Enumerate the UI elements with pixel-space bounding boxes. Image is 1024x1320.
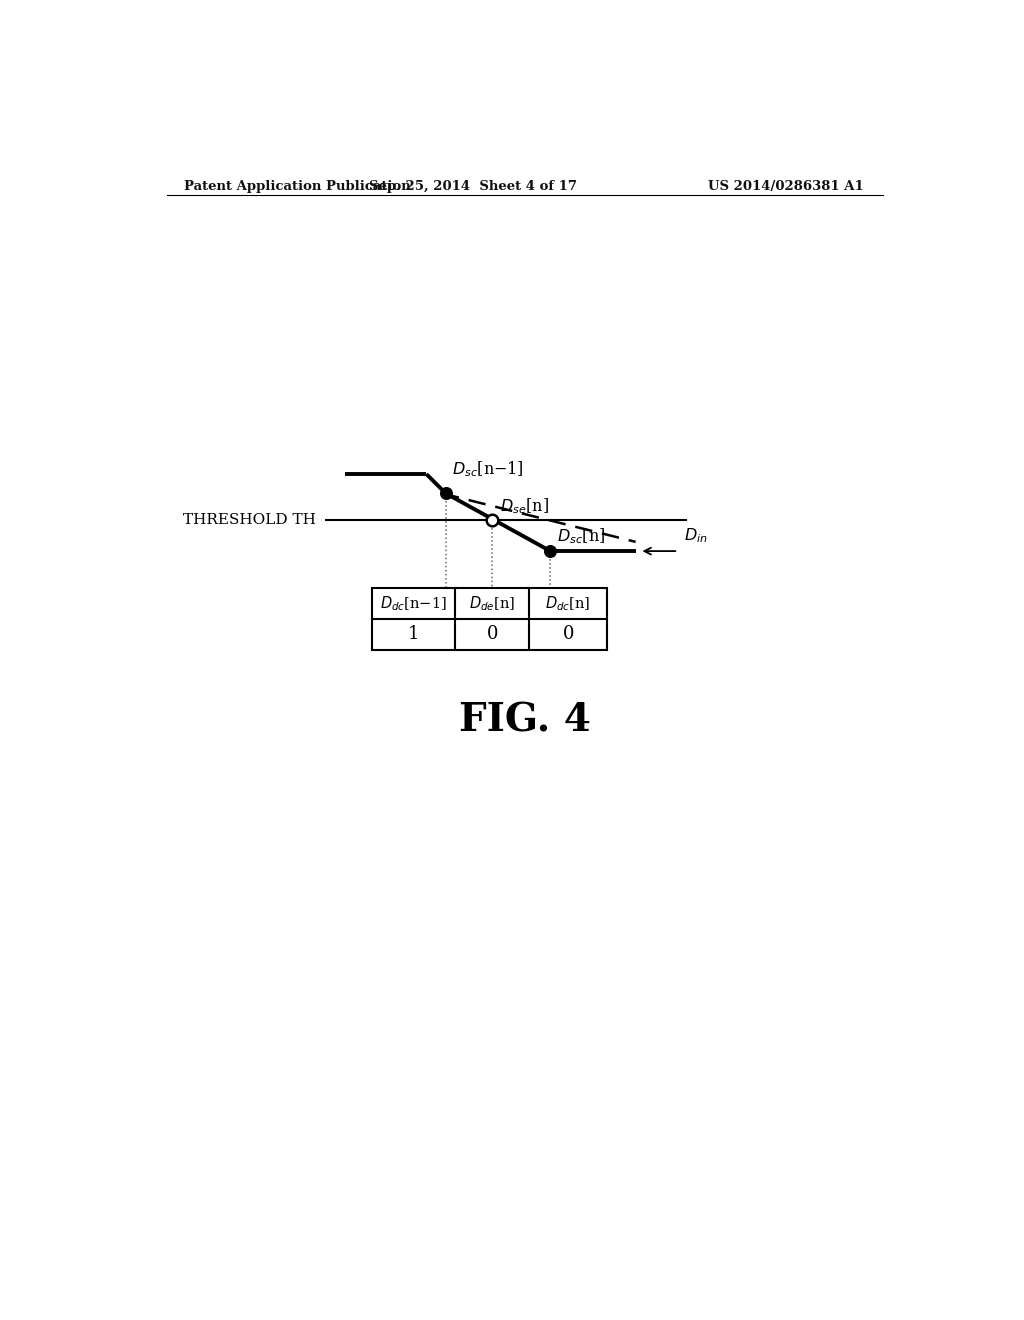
Text: 0: 0 xyxy=(486,626,498,643)
Bar xyxy=(372,589,607,649)
Point xyxy=(437,483,454,504)
Text: $D_{in}$: $D_{in}$ xyxy=(684,527,708,545)
Text: $D_{sc}$[n]: $D_{sc}$[n] xyxy=(557,527,605,546)
Text: $D_{de}$[n]: $D_{de}$[n] xyxy=(469,594,515,612)
Text: THRESHOLD TH: THRESHOLD TH xyxy=(183,513,316,527)
Text: FIG. 4: FIG. 4 xyxy=(459,701,591,739)
Text: US 2014/0286381 A1: US 2014/0286381 A1 xyxy=(709,180,864,193)
Text: $D_{dc}$[n$-$1]: $D_{dc}$[n$-$1] xyxy=(380,594,447,612)
Text: $D_{dc}$[n]: $D_{dc}$[n] xyxy=(546,594,591,612)
Text: Patent Application Publication: Patent Application Publication xyxy=(183,180,411,193)
Text: Sep. 25, 2014  Sheet 4 of 17: Sep. 25, 2014 Sheet 4 of 17 xyxy=(369,180,577,193)
Text: $D_{sc}$[n$-$1]: $D_{sc}$[n$-$1] xyxy=(452,459,523,479)
Text: 1: 1 xyxy=(408,626,420,643)
Point xyxy=(484,510,501,531)
Point xyxy=(542,541,558,562)
Text: 0: 0 xyxy=(562,626,573,643)
Text: $D_{se}$[n]: $D_{se}$[n] xyxy=(500,496,549,516)
